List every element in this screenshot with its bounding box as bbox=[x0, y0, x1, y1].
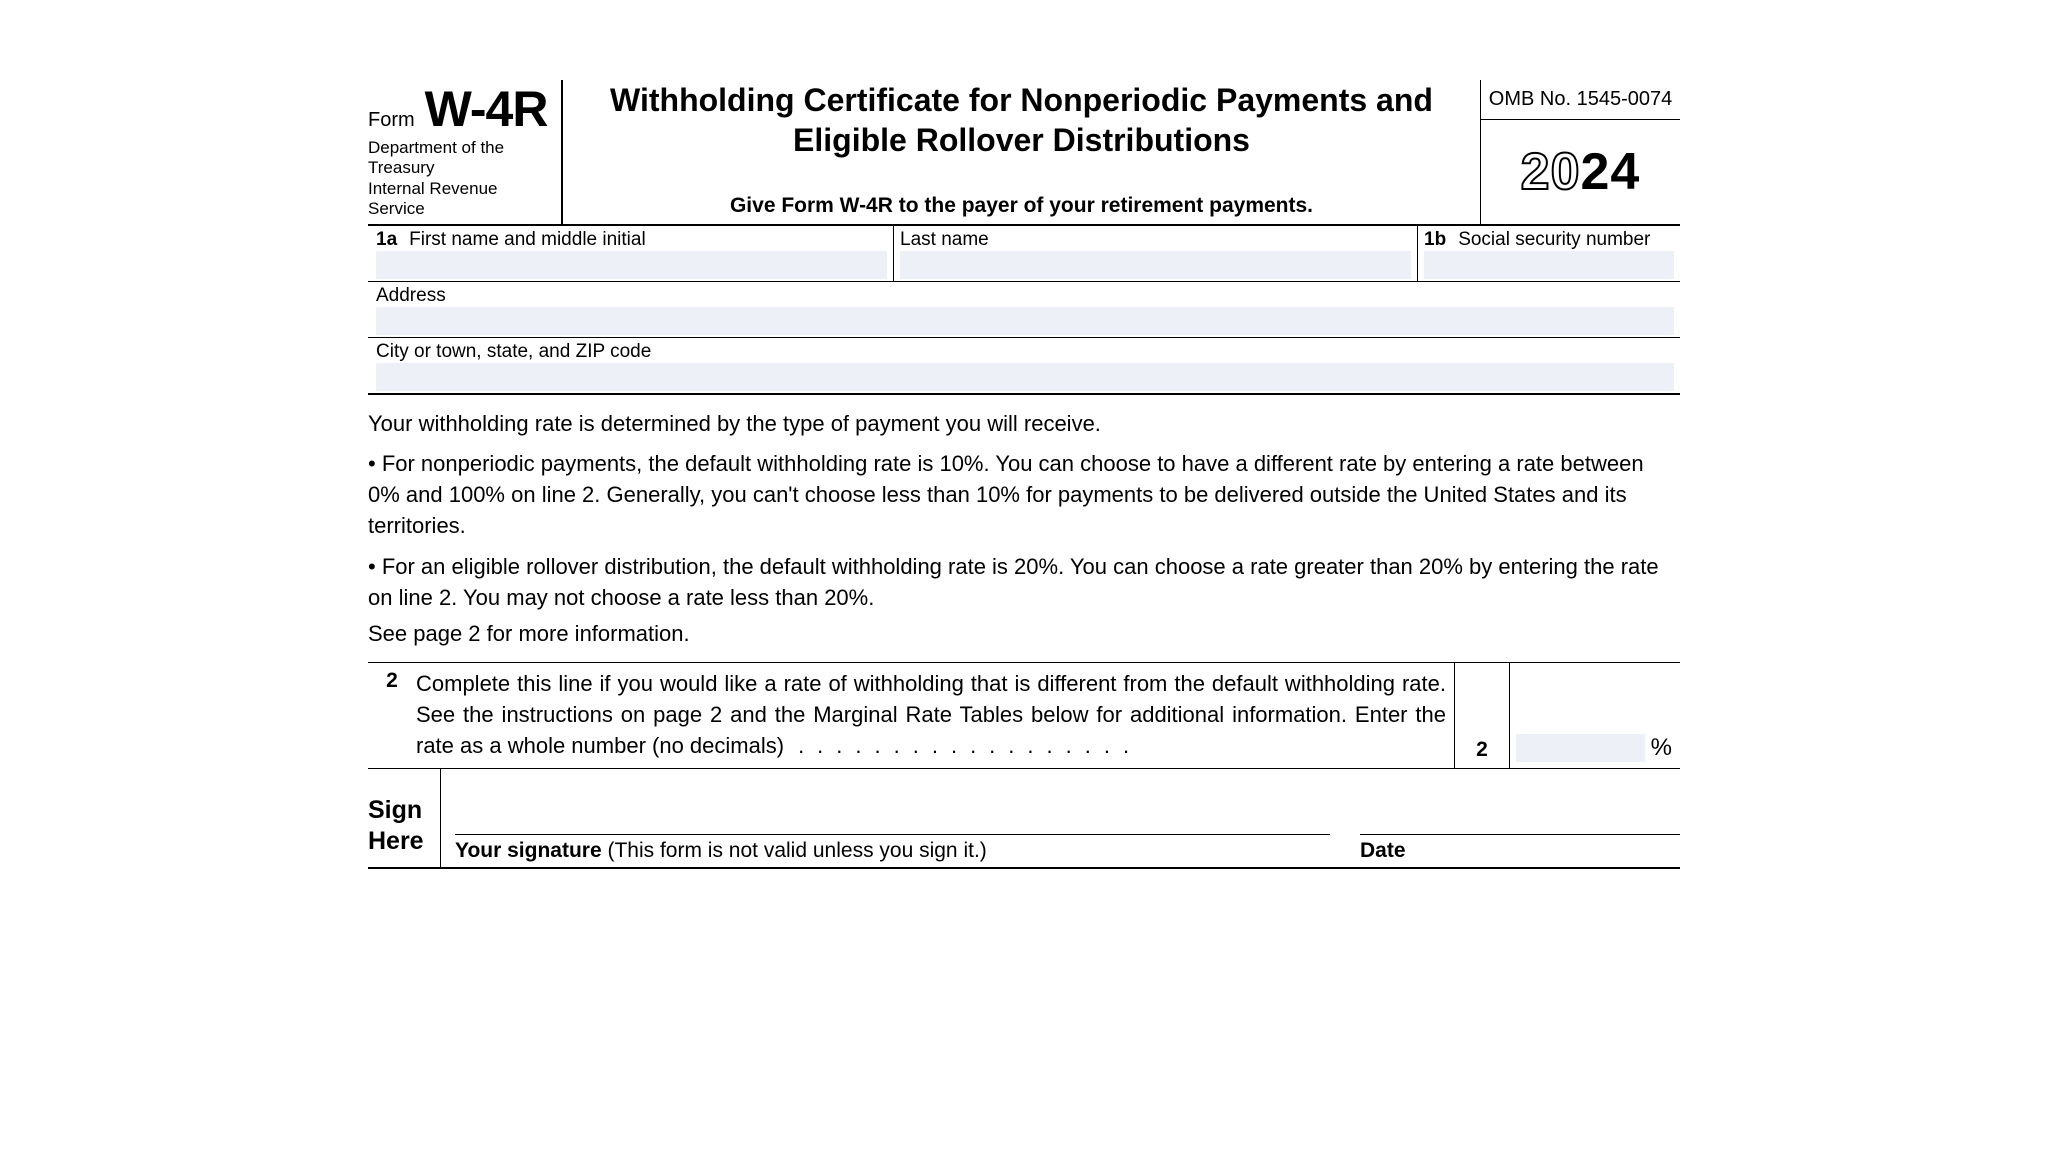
address-cell: Address bbox=[368, 282, 1680, 337]
form-title: Withholding Certificate for Nonperiodic … bbox=[583, 80, 1460, 160]
line-2-row: 2 Complete this line if you would like a… bbox=[368, 662, 1680, 768]
signature-paren: (This form is not valid unless you sign … bbox=[602, 839, 987, 862]
form-header: Form W-4R Department of the Treasury Int… bbox=[368, 80, 1680, 226]
year-prefix: 20 bbox=[1521, 143, 1581, 201]
tax-year: 2024 bbox=[1521, 142, 1641, 202]
line-1a-label: 1a First name and middle initial bbox=[376, 229, 887, 251]
form-word: Form bbox=[368, 109, 415, 132]
signature-column: Your signature (This form is not valid u… bbox=[455, 775, 1330, 867]
year-suffix: 24 bbox=[1581, 143, 1641, 201]
bullet-nonperiodic: • For nonperiodic payments, the default … bbox=[368, 449, 1680, 541]
dept-line2: Internal Revenue Service bbox=[368, 179, 555, 220]
city-input[interactable] bbox=[376, 363, 1674, 391]
first-name-label-text: First name and middle initial bbox=[409, 229, 646, 250]
row-name-ssn: 1a First name and middle initial Last nam… bbox=[368, 226, 1680, 282]
date-label: Date bbox=[1360, 835, 1680, 863]
header-right: OMB No. 1545-0074 2024 bbox=[1480, 80, 1680, 224]
see-more-text: See page 2 for more information. bbox=[368, 619, 1680, 650]
date-column: Date bbox=[1360, 775, 1680, 867]
percent-sign: % bbox=[1651, 734, 1680, 762]
line-1b-num: 1b bbox=[1424, 229, 1446, 250]
first-name-input[interactable] bbox=[376, 251, 887, 279]
intro-text: Your withholding rate is determined by t… bbox=[368, 409, 1680, 440]
address-input[interactable] bbox=[376, 307, 1674, 335]
withholding-rate-input[interactable] bbox=[1516, 734, 1645, 762]
leader-dots: .................. bbox=[784, 733, 1142, 758]
omb-number: OMB No. 1545-0074 bbox=[1481, 80, 1680, 120]
bullet-rollover: • For an eligible rollover distribution,… bbox=[368, 552, 1680, 614]
sign-here-section: Sign Here Your signature (This form is n… bbox=[368, 769, 1680, 870]
ssn-cell: 1b Social security number bbox=[1418, 226, 1680, 281]
city-label: City or town, state, and ZIP code bbox=[376, 341, 1674, 363]
last-name-input[interactable] bbox=[900, 251, 1411, 279]
line-2-column-number: 2 bbox=[1454, 663, 1510, 767]
department-block: Department of the Treasury Internal Reve… bbox=[368, 138, 555, 224]
sign-label-line1: Sign bbox=[368, 795, 440, 826]
line-2-value-cell: % bbox=[1510, 663, 1680, 767]
sign-label-line2: Here bbox=[368, 826, 440, 857]
tax-year-box: 2024 bbox=[1481, 120, 1680, 224]
form-id-row: Form W-4R bbox=[368, 80, 555, 138]
form-page: Form W-4R Department of the Treasury Int… bbox=[296, 0, 1752, 869]
row-address: Address bbox=[368, 282, 1680, 338]
form-subtitle: Give Form W-4R to the payer of your reti… bbox=[583, 194, 1460, 218]
line-1a-num: 1a bbox=[376, 229, 397, 250]
first-name-cell: 1a First name and middle initial bbox=[368, 226, 894, 281]
line-2-number: 2 bbox=[368, 663, 416, 767]
form-number: W-4R bbox=[425, 80, 548, 138]
date-line[interactable] bbox=[1360, 775, 1680, 835]
ssn-input[interactable] bbox=[1424, 251, 1674, 279]
signature-fields: Your signature (This form is not valid u… bbox=[440, 769, 1680, 868]
header-center: Withholding Certificate for Nonperiodic … bbox=[563, 80, 1480, 224]
line-1b-label: 1b Social security number bbox=[1424, 229, 1674, 251]
last-name-label: Last name bbox=[900, 229, 1411, 251]
last-name-cell: Last name bbox=[894, 226, 1418, 281]
signature-bold: Your signature bbox=[455, 839, 602, 862]
ssn-label-text: Social security number bbox=[1458, 229, 1650, 250]
signature-caption: Your signature (This form is not valid u… bbox=[455, 835, 1330, 863]
signature-line[interactable] bbox=[455, 775, 1330, 835]
dept-line1: Department of the Treasury bbox=[368, 138, 555, 179]
city-cell: City or town, state, and ZIP code bbox=[368, 338, 1680, 393]
address-label: Address bbox=[376, 285, 1674, 307]
header-left: Form W-4R Department of the Treasury Int… bbox=[368, 80, 563, 224]
sign-here-label: Sign Here bbox=[368, 769, 440, 868]
line-2-instructions: Complete this line if you would like a r… bbox=[416, 663, 1454, 767]
row-city: City or town, state, and ZIP code bbox=[368, 338, 1680, 395]
